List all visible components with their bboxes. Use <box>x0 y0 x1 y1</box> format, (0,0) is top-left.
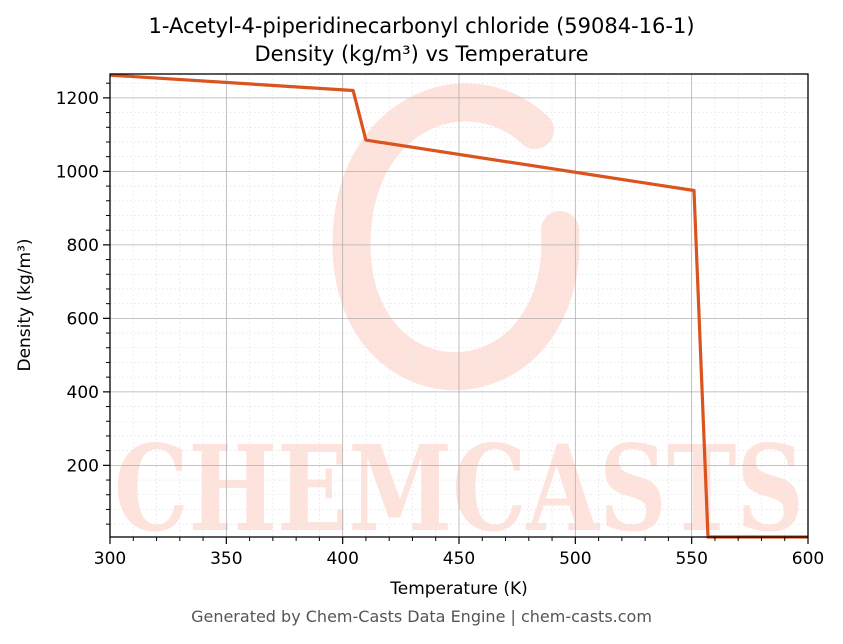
grid-major <box>109 74 809 537</box>
chart-title-line-2: Density (kg/m³) vs Temperature <box>254 42 589 66</box>
x-tick-label: 350 <box>210 549 242 569</box>
x-tick-label: 450 <box>443 549 475 569</box>
x-tick-label: 400 <box>326 549 358 569</box>
y-tick-label: 1200 <box>56 89 99 109</box>
y-tick-label: 400 <box>67 383 99 403</box>
x-axis-ticks: 300 350 400 450 500 550 600 <box>94 537 824 569</box>
footer-credit: Generated by Chem-Casts Data Engine | ch… <box>191 607 652 626</box>
y-axis-label: Density (kg/m³) <box>15 238 35 371</box>
x-axis-label: Temperature (K) <box>389 579 528 599</box>
x-tick-label: 300 <box>94 549 126 569</box>
x-tick-label: 550 <box>675 549 707 569</box>
y-tick-label: 1000 <box>56 162 99 182</box>
x-tick-label: 500 <box>559 549 591 569</box>
y-tick-label: 800 <box>67 236 99 256</box>
y-tick-label: 200 <box>67 456 99 476</box>
chart-title-line-1: 1-Acetyl-4-piperidinecarbonyl chloride (… <box>148 14 695 38</box>
y-tick-label: 600 <box>67 309 99 329</box>
x-tick-label: 600 <box>792 549 824 569</box>
density-chart: CHEMCASTS 300 350 400 450 500 550 600 20040060… <box>15 73 824 599</box>
y-axis-ticks: 200 400 600 800 1000 1200 <box>56 82 110 525</box>
